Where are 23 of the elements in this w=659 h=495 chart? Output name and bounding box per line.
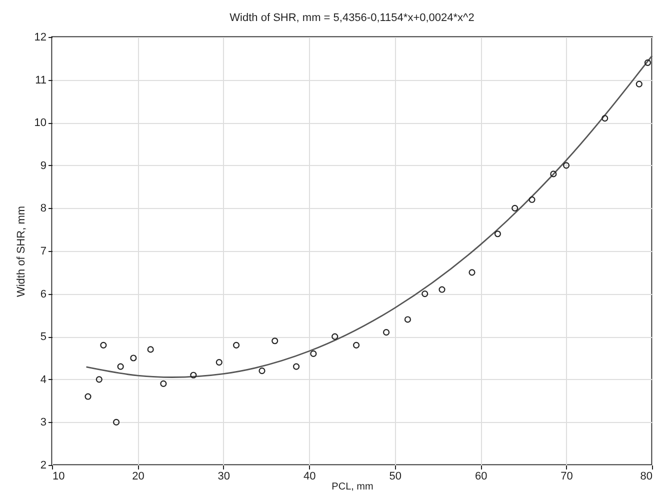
y-axis-title: Width of SHR, mm [15, 206, 28, 298]
x-tick-label: 20 [132, 470, 144, 482]
x-tick-label: 60 [474, 470, 488, 482]
y-tick-label: 9 [40, 160, 46, 172]
y-tick-label: 10 [34, 117, 46, 130]
y-tick-label: 2 [40, 460, 46, 472]
y-tick-label: 8 [40, 202, 46, 215]
line-series [86, 55, 653, 378]
y-tick-label: 3 [40, 416, 46, 429]
y-tick-label: 12 [34, 32, 46, 44]
y-tick-label: 6 [40, 288, 46, 300]
y-tick-label: 4 [40, 374, 46, 386]
x-tick-label: 80 [640, 470, 652, 482]
y-tick-label: 11 [35, 74, 46, 86]
x-tick-label: 30 [218, 470, 230, 482]
x-tick-label: 10 [52, 470, 65, 482]
x-tick-label: 40 [304, 470, 316, 482]
y-tick-label: 5 [40, 331, 46, 344]
x-tick-label: 70 [560, 470, 573, 482]
x-axis-title: PCL, mm [332, 482, 374, 492]
y-tick-label: 7 [40, 246, 46, 258]
chart-title: Width of SHR, mm = 5,4356-0,1154*x+0,0024*x^2 [230, 12, 474, 24]
x-tick-label: 50 [389, 470, 402, 482]
